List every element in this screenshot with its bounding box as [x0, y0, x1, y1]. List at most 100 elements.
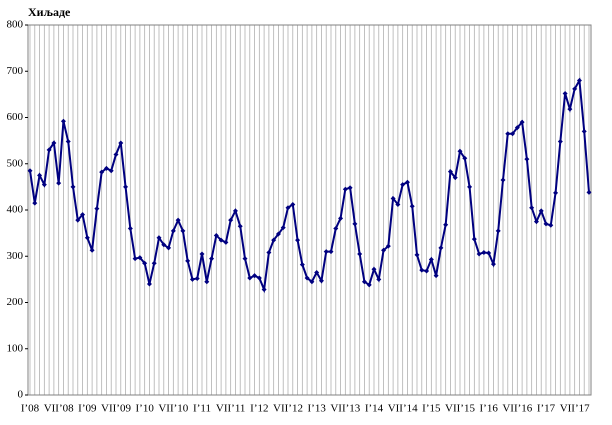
marker: [486, 250, 492, 256]
x-tick-label: VII’12: [273, 403, 303, 415]
marker: [65, 139, 71, 145]
y-tick-label: 700: [7, 65, 24, 77]
marker: [323, 249, 329, 255]
marker: [142, 260, 148, 266]
marker: [438, 245, 444, 251]
x-tick-label: I’08: [21, 403, 40, 415]
marker: [46, 147, 52, 153]
marker: [204, 279, 210, 285]
marker: [123, 184, 129, 190]
marker: [476, 251, 482, 257]
marker: [209, 256, 215, 262]
marker: [242, 256, 248, 262]
marker: [232, 208, 238, 214]
marker: [495, 228, 501, 234]
marker: [290, 201, 296, 207]
marker: [237, 223, 243, 229]
marker: [409, 203, 415, 209]
marker: [32, 200, 38, 206]
marker: [557, 139, 563, 145]
x-tick-label: I’17: [537, 403, 556, 415]
y-tick-label: 0: [18, 389, 24, 401]
x-tick-label: I’12: [250, 403, 268, 415]
marker: [533, 219, 539, 225]
marker: [252, 273, 258, 279]
marker: [170, 228, 176, 234]
marker: [538, 208, 544, 214]
marker: [581, 128, 587, 134]
marker: [127, 226, 133, 231]
marker: [299, 262, 305, 268]
x-tick-label: I’11: [193, 403, 211, 415]
marker: [108, 168, 114, 174]
x-tick-label: VII’11: [216, 403, 246, 415]
marker: [514, 125, 520, 131]
marker: [256, 275, 262, 281]
marker: [309, 279, 315, 285]
marker: [467, 184, 473, 190]
marker: [500, 177, 506, 183]
marker: [462, 155, 468, 161]
marker: [304, 275, 310, 281]
marker: [333, 226, 339, 231]
marker: [553, 190, 559, 196]
marker: [89, 247, 95, 253]
marker: [357, 251, 363, 257]
marker: [99, 169, 105, 175]
marker: [562, 90, 568, 96]
marker: [376, 276, 382, 282]
marker: [481, 250, 487, 256]
marker: [166, 245, 172, 251]
marker: [328, 249, 334, 255]
marker: [490, 261, 496, 267]
marker: [194, 275, 200, 281]
marker: [41, 182, 47, 188]
marker: [428, 256, 434, 262]
x-tick-label: I’13: [308, 403, 327, 415]
marker: [247, 275, 253, 281]
marker: [424, 268, 430, 274]
marker: [37, 172, 43, 178]
marker: [447, 169, 453, 175]
x-tick-label: I’14: [365, 403, 384, 415]
marker: [452, 175, 458, 181]
marker: [419, 267, 425, 273]
marker: [361, 279, 367, 285]
y-tick-label: 100: [7, 342, 24, 354]
x-tick-label: I’15: [422, 403, 441, 415]
marker: [118, 140, 124, 146]
marker: [314, 269, 320, 275]
marker: [529, 205, 535, 211]
marker: [572, 86, 578, 92]
marker: [510, 131, 516, 137]
x-tick-label: I’09: [78, 403, 97, 415]
marker: [161, 242, 167, 248]
marker: [505, 131, 511, 137]
marker: [347, 185, 353, 191]
marker: [457, 148, 463, 154]
x-tick-label: VII’17: [560, 403, 590, 415]
marker: [471, 236, 477, 242]
x-tick-label: VII’14: [388, 403, 418, 415]
y-tick-label: 400: [7, 204, 24, 216]
marker: [576, 78, 582, 83]
marker: [433, 273, 439, 279]
marker: [318, 278, 324, 284]
marker: [414, 252, 420, 258]
y-tick-label: 200: [7, 296, 24, 308]
marker: [342, 186, 348, 192]
y-tick-label: 800: [7, 19, 24, 31]
marker: [156, 235, 162, 241]
marker: [113, 152, 119, 157]
marker: [381, 247, 387, 253]
marker: [80, 212, 86, 218]
marker: [60, 118, 66, 124]
marker: [180, 228, 186, 234]
marker: [218, 237, 224, 243]
x-tick-label: VII’08: [44, 403, 74, 415]
marker: [223, 239, 229, 245]
x-tick-label: VII’15: [445, 403, 475, 415]
x-tick-label: VII’16: [502, 403, 532, 415]
marker: [199, 251, 205, 257]
